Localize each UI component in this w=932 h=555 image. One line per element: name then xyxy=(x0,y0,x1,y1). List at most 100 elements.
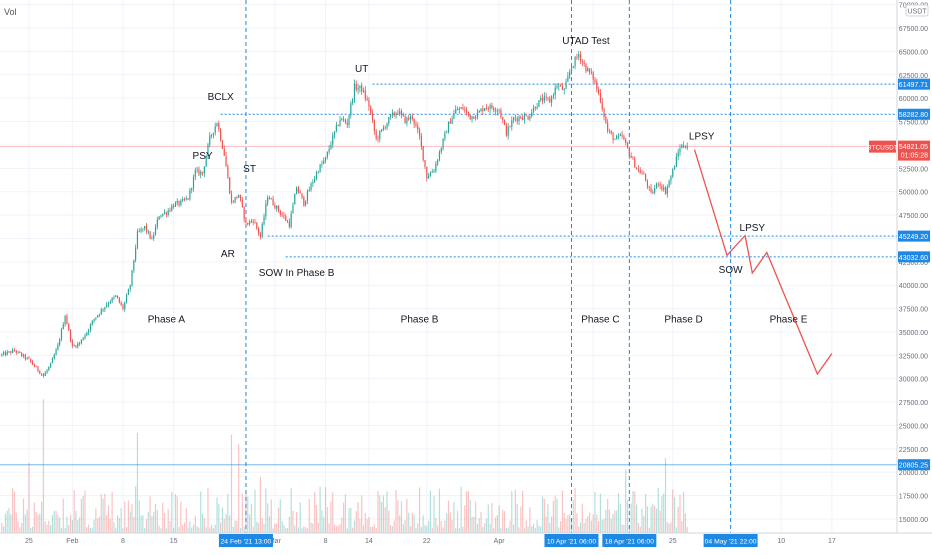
volume-bar xyxy=(138,500,140,533)
candle xyxy=(418,127,421,140)
volume-bar xyxy=(509,520,511,533)
candle xyxy=(194,167,196,181)
candle xyxy=(364,86,366,102)
volume-bar xyxy=(191,527,193,533)
candle-body xyxy=(127,289,130,296)
candle-body xyxy=(484,108,486,112)
volume-bar xyxy=(326,507,328,533)
candle xyxy=(332,132,334,149)
volume-bar xyxy=(274,524,276,533)
candle xyxy=(397,109,399,115)
volume-bar xyxy=(652,503,654,533)
volume-bar xyxy=(635,504,638,533)
candle xyxy=(256,222,258,231)
candle xyxy=(261,222,263,239)
candle-body xyxy=(4,352,7,355)
candle-body xyxy=(323,160,325,164)
volume-bar xyxy=(464,505,466,533)
candle xyxy=(232,200,234,204)
time-marker-tag xyxy=(218,534,273,547)
candle-body xyxy=(22,354,25,356)
volume-bar xyxy=(659,510,661,533)
candle xyxy=(321,160,323,168)
time-marker-label: 24 Feb '21 13:00 xyxy=(221,539,272,546)
price-axis[interactable]: 70000.0067500.0065000.0062500.0060000.00… xyxy=(867,0,932,550)
candle-body xyxy=(520,116,522,119)
candle-body xyxy=(68,323,70,330)
candle-body xyxy=(294,193,296,205)
candle-body xyxy=(192,176,195,188)
candle xyxy=(124,301,126,312)
candle-body xyxy=(295,187,298,194)
candle-body xyxy=(346,122,348,125)
candle xyxy=(673,165,676,171)
volume-bar xyxy=(272,528,274,533)
volume-bar xyxy=(210,524,213,533)
volume-bar xyxy=(357,502,359,533)
volume-bar xyxy=(305,527,307,533)
time-axis[interactable]: 25Feb815Mar81422Apr1425101724 Feb '21 13… xyxy=(0,532,932,550)
volume-bar xyxy=(171,492,173,533)
candle-body xyxy=(214,126,216,133)
candle xyxy=(154,224,157,236)
volume-bar xyxy=(563,512,565,533)
candle-body xyxy=(464,109,466,111)
vertical-markers xyxy=(245,0,732,533)
candle xyxy=(435,160,437,174)
volume-bar xyxy=(22,498,25,533)
candle-body xyxy=(191,187,193,190)
volume-bar xyxy=(442,527,444,533)
candle-body xyxy=(147,231,149,233)
volume-bar xyxy=(55,511,57,533)
candle-body xyxy=(623,136,625,140)
candle xyxy=(368,96,370,111)
level-price-label: 20805.25 xyxy=(899,463,928,470)
candle-body xyxy=(1,354,3,356)
candle-body xyxy=(326,151,328,158)
volume-bar xyxy=(124,501,126,533)
candle-body xyxy=(102,309,104,311)
candle xyxy=(306,189,309,205)
volume-bar xyxy=(406,498,408,533)
volume-bar xyxy=(373,524,375,533)
candle-body xyxy=(433,170,435,172)
volume-bar xyxy=(447,500,450,533)
candle xyxy=(55,347,57,356)
candle xyxy=(531,109,533,118)
candle xyxy=(97,314,99,318)
candle xyxy=(353,79,356,104)
candle-body xyxy=(129,285,131,290)
candle xyxy=(333,131,336,139)
volume-bar xyxy=(28,462,30,533)
time-tick-label: 8 xyxy=(324,538,328,545)
candle-body xyxy=(558,85,560,87)
candle xyxy=(643,171,645,175)
volume-bar xyxy=(639,526,641,533)
volume-bar xyxy=(314,491,316,533)
candle-body xyxy=(588,68,591,73)
price-axis-bg xyxy=(897,0,932,550)
candle-body xyxy=(131,270,133,286)
level-price-tag xyxy=(898,459,930,471)
candle xyxy=(185,195,187,201)
volume-bar xyxy=(610,518,612,533)
candle-body xyxy=(344,120,347,123)
volume-bar xyxy=(572,499,574,533)
volume-bar xyxy=(384,507,386,533)
candle xyxy=(158,215,160,220)
volume-bar xyxy=(97,518,99,533)
candle-body xyxy=(670,176,672,181)
candle xyxy=(173,203,175,209)
candle xyxy=(570,65,573,75)
volume-bar xyxy=(462,526,464,533)
volume-bar xyxy=(531,525,533,533)
candle-body xyxy=(82,338,84,340)
candle xyxy=(33,363,35,368)
candle xyxy=(120,300,122,307)
candle-body xyxy=(250,221,252,222)
candle xyxy=(227,163,229,180)
candle-body xyxy=(171,205,173,211)
volume-bar xyxy=(569,514,571,533)
volume-bar xyxy=(379,495,381,533)
